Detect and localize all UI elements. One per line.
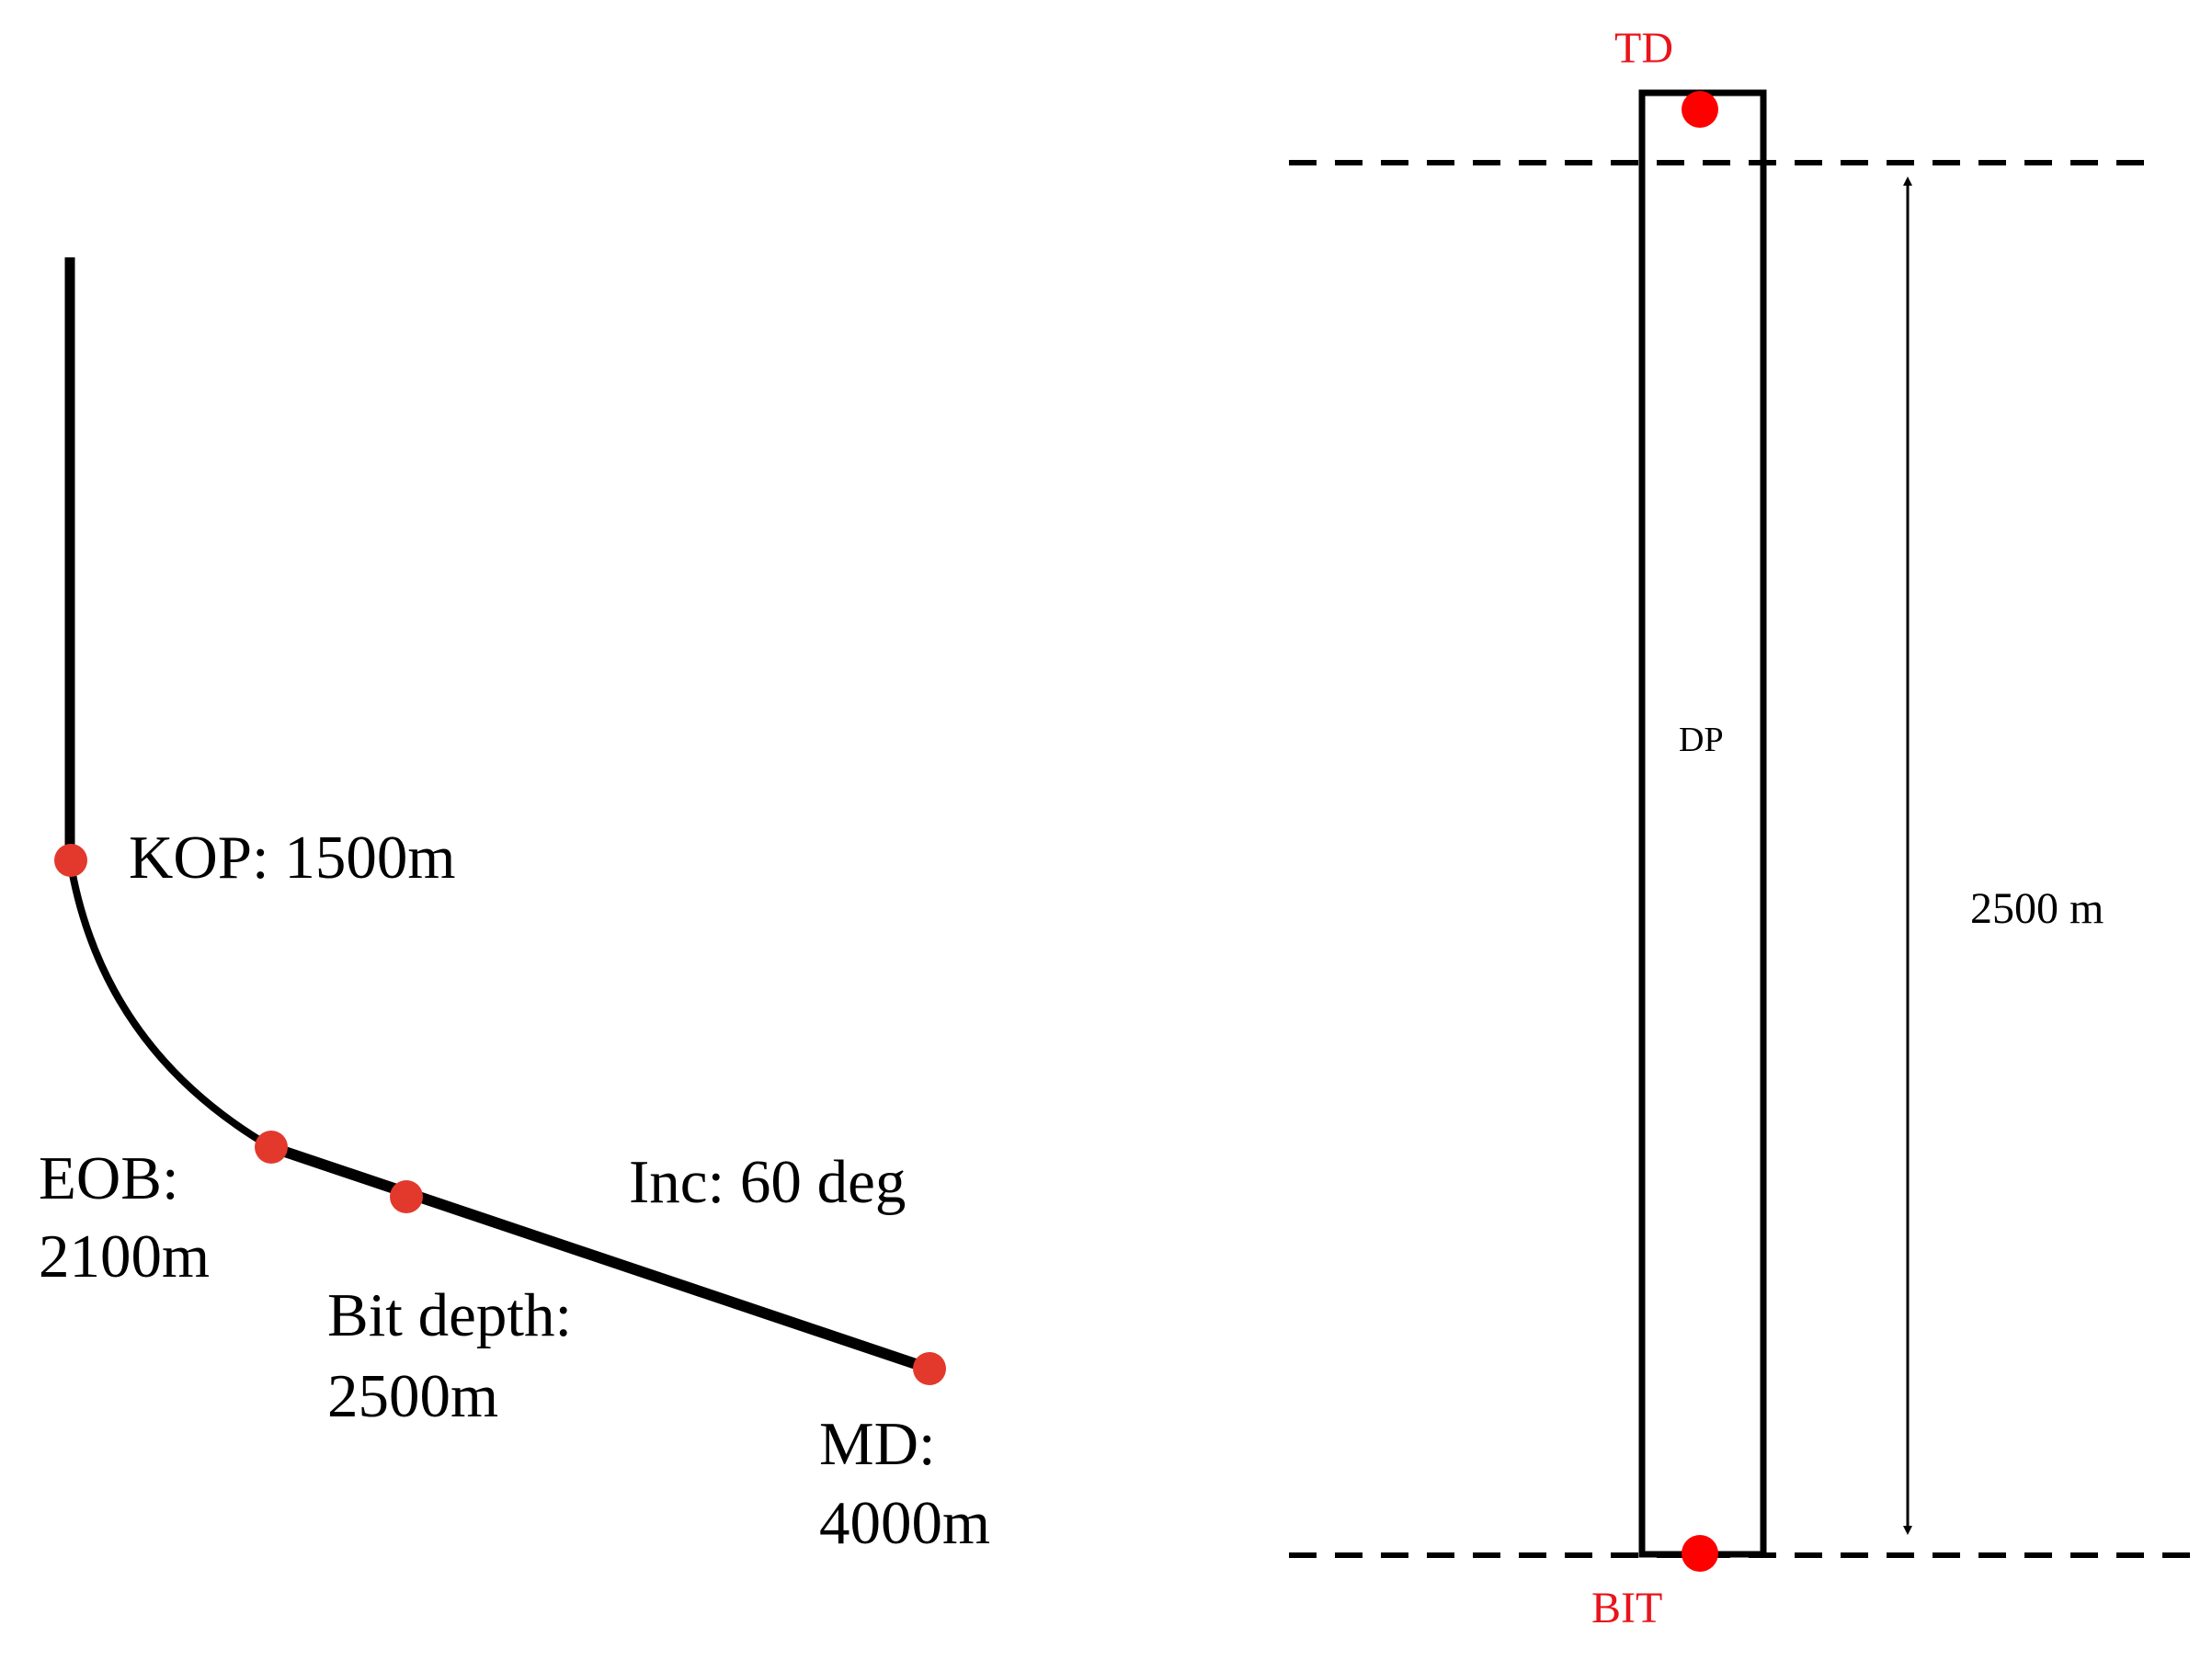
bit-label: BIT bbox=[1591, 1584, 1662, 1632]
bit-depth-marker bbox=[390, 1180, 423, 1213]
tangent-section-line bbox=[269, 1142, 931, 1374]
kop-marker bbox=[54, 844, 87, 877]
td-label: TD bbox=[1614, 24, 1673, 73]
bit-depth-label-line2: 2500m bbox=[327, 1362, 498, 1430]
md-label-line1: MD: bbox=[819, 1410, 936, 1478]
md-label-line2: 4000m bbox=[819, 1489, 990, 1557]
bit-depth-label-line1: Bit depth: bbox=[327, 1281, 572, 1349]
build-section-curve bbox=[66, 858, 274, 1151]
td-marker bbox=[1682, 91, 1718, 128]
drill-pipe-rectangle bbox=[1638, 89, 1767, 1558]
length-label: 2500 m bbox=[1970, 884, 2104, 933]
md-marker bbox=[913, 1352, 946, 1385]
bit-marker bbox=[1682, 1535, 1718, 1572]
kop-label: KOP: 1500m bbox=[129, 824, 456, 892]
drill-pipe-schematic: TD DP BIT 2500 m bbox=[1289, 24, 2206, 1632]
eob-label-line1: EOB: bbox=[39, 1144, 179, 1212]
well-trajectory: KOP: 1500m EOB: 2100m Bit depth: 2500m I… bbox=[39, 257, 990, 1557]
inclination-label: Inc: 60 deg bbox=[629, 1148, 906, 1216]
dp-label: DP bbox=[1679, 721, 1724, 759]
eob-marker bbox=[255, 1131, 288, 1164]
eob-label-line2: 2100m bbox=[39, 1222, 210, 1290]
